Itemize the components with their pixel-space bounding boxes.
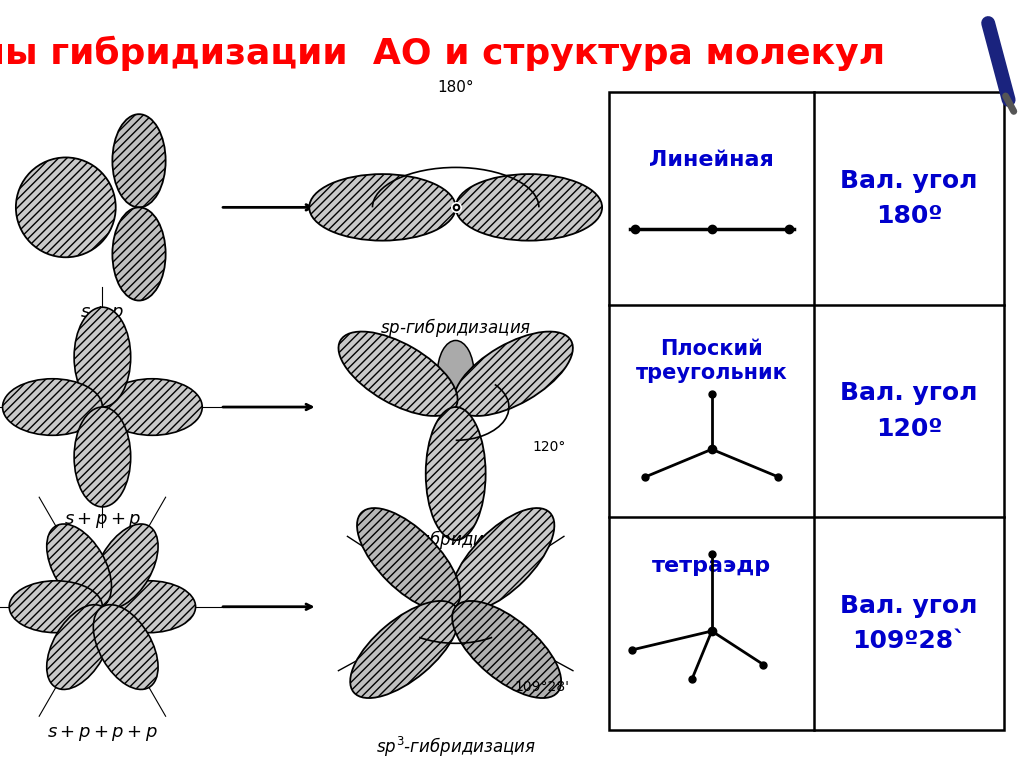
Ellipse shape xyxy=(113,114,166,207)
Text: Вал. угол
120º: Вал. угол 120º xyxy=(840,381,978,441)
Text: $s + p + p + p$: $s + p + p + p$ xyxy=(47,723,158,743)
Ellipse shape xyxy=(93,604,158,690)
Ellipse shape xyxy=(309,174,456,240)
Ellipse shape xyxy=(357,508,460,611)
Ellipse shape xyxy=(456,174,602,240)
Text: $s + p$: $s + p$ xyxy=(80,304,125,323)
Text: Вал. угол
180º: Вал. угол 180º xyxy=(840,169,978,228)
Ellipse shape xyxy=(426,407,485,540)
Ellipse shape xyxy=(350,601,459,698)
Text: 120°: 120° xyxy=(532,440,565,454)
Circle shape xyxy=(16,157,116,257)
Ellipse shape xyxy=(74,307,131,407)
Text: 109°28': 109°28' xyxy=(515,680,569,694)
Ellipse shape xyxy=(453,601,561,698)
Ellipse shape xyxy=(93,524,158,609)
Text: типы гибридизации  АО и структура молекул: типы гибридизации АО и структура молекул xyxy=(0,36,885,71)
Text: Вал. угол
109º28`: Вал. угол 109º28` xyxy=(840,594,978,653)
Ellipse shape xyxy=(437,340,474,407)
Text: Линейная: Линейная xyxy=(649,150,774,170)
Text: $sp$-гибридизация: $sp$-гибридизация xyxy=(380,316,531,339)
Ellipse shape xyxy=(454,332,572,416)
Ellipse shape xyxy=(339,332,458,416)
Ellipse shape xyxy=(452,508,554,611)
Ellipse shape xyxy=(113,207,166,300)
Ellipse shape xyxy=(47,524,112,609)
Text: 180°: 180° xyxy=(437,80,474,95)
Text: $sp^3$-гибридизация: $sp^3$-гибридизация xyxy=(376,734,536,759)
Text: Плоский
треугольник: Плоский треугольник xyxy=(636,339,787,383)
Text: $sp^2$-гибридизация: $sp^2$-гибридизация xyxy=(376,528,536,552)
Text: $s + p + p$: $s + p + p$ xyxy=(63,511,141,530)
Ellipse shape xyxy=(3,379,102,435)
Ellipse shape xyxy=(102,581,196,633)
Ellipse shape xyxy=(74,407,131,507)
Bar xyxy=(609,92,1004,730)
Ellipse shape xyxy=(9,581,102,633)
Text: тетраэдр: тетраэдр xyxy=(652,556,771,576)
Ellipse shape xyxy=(437,407,474,474)
Ellipse shape xyxy=(47,604,112,690)
Ellipse shape xyxy=(102,379,203,435)
